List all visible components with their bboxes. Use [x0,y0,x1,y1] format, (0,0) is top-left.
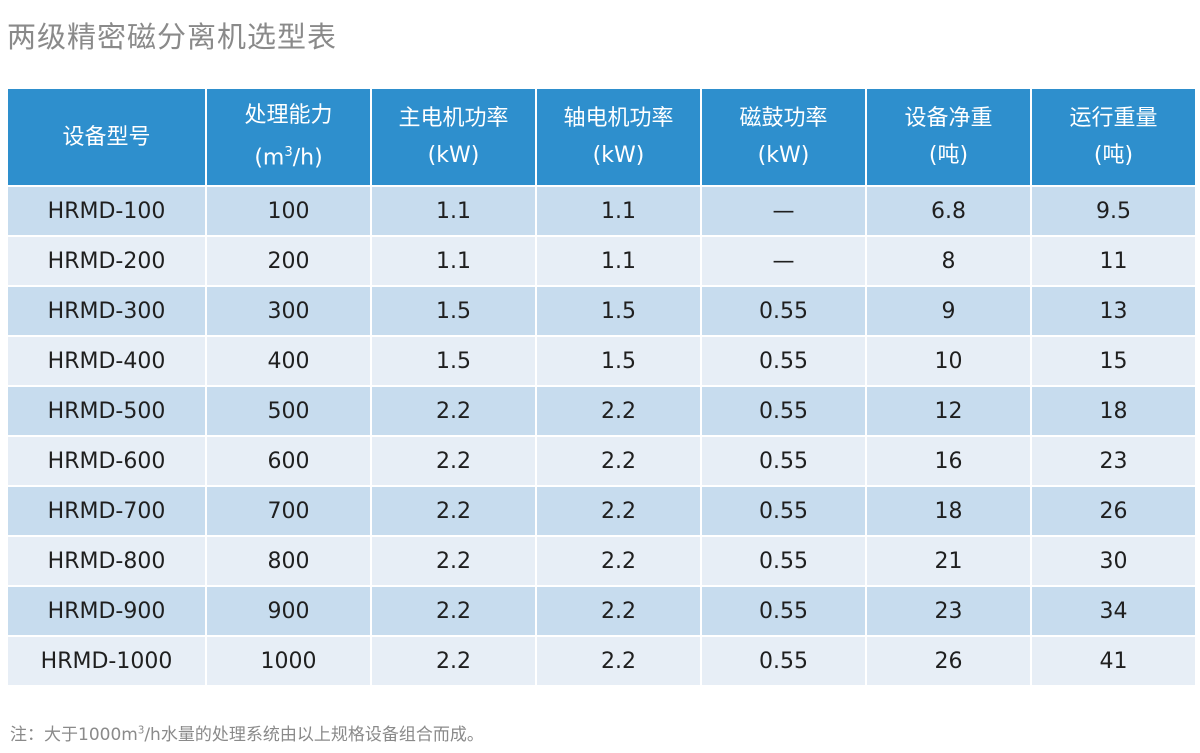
header-capacity: 处理能力 (m3/h) [205,87,372,187]
page-title: 两级精密磁分离机选型表 [7,20,338,54]
cell-net-weight: 21 [865,535,1032,587]
cell-main-motor-power: 1.1 [370,235,537,287]
cell-main-motor-power: 2.2 [370,385,537,437]
cell-model: HRMD-400 [6,335,207,387]
cell-shaft-motor-power: 1.5 [535,285,702,337]
cell-model: HRMD-900 [6,585,207,637]
cell-operating-weight: 30 [1030,535,1197,587]
table-row: HRMD-100 100 1.1 1.1—6.8 9.5 [6,185,1197,237]
cell-shaft-motor-power: 1.1 [535,235,702,287]
cell-drum-power: — [700,235,867,287]
header-main-motor-power: 主电机功率 (kW) [370,87,537,187]
header-operating-weight: 运行重量 (吨) [1030,87,1197,187]
cell-drum-power: 0.55 [700,385,867,437]
cell-operating-weight: 13 [1030,285,1197,337]
header-model-label: 设备型号 [62,124,151,150]
cell-net-weight: 8 [865,235,1032,287]
cell-main-motor-power: 2.2 [370,435,537,487]
table-row: HRMD-300 300 1.5 1.5 0.55 9 13 [6,285,1197,337]
cell-shaft-motor-power: 2.2 [535,585,702,637]
cell-net-weight: 23 [865,585,1032,637]
header-row: 设备型号 处理能力 (m3/h) 主电机功率 (kW) 轴电机功率 (kW) 磁… [6,87,1197,187]
cell-net-weight: 16 [865,435,1032,487]
table-row: HRMD-900 900 2.2 2.2 0.55 23 34 [6,585,1197,637]
cell-model: HRMD-600 [6,435,207,487]
cell-net-weight: 6.8 [865,185,1032,237]
table-row: HRMD-200 200 1.1 1.1—8 11 [6,235,1197,287]
cell-operating-weight: 18 [1030,385,1197,437]
cell-model: HRMD-200 [6,235,207,287]
header-capacity-label: 处理能力 [244,103,333,129]
cell-net-weight: 26 [865,635,1032,687]
cell-model: HRMD-800 [6,535,207,587]
cell-net-weight: 18 [865,485,1032,537]
cell-shaft-motor-power: 1.5 [535,335,702,387]
cell-operating-weight: 34 [1030,585,1197,637]
cell-main-motor-power: 2.2 [370,535,537,587]
cell-shaft-motor-power: 2.2 [535,535,702,587]
cell-net-weight: 12 [865,385,1032,437]
cell-operating-weight: 9.5 [1030,185,1197,237]
cell-shaft-motor-power: 2.2 [535,485,702,537]
table-row: HRMD-500 500 2.2 2.2 0.55 12 18 [6,385,1197,437]
cell-capacity: 600 [205,435,372,487]
cell-operating-weight: 15 [1030,335,1197,387]
header-shaft-motor-power: 轴电机功率 (kW) [535,87,702,187]
cell-drum-power: 0.55 [700,535,867,587]
cell-operating-weight: 26 [1030,485,1197,537]
cell-drum-power: 0.55 [700,635,867,687]
cell-drum-power: 0.55 [700,285,867,337]
cell-operating-weight: 11 [1030,235,1197,287]
cell-shaft-motor-power: 2.2 [535,435,702,487]
cell-capacity: 400 [205,335,372,387]
header-drum-power: 磁鼓功率 (kW) [700,87,867,187]
table-row: HRMD-600 600 2.2 2.2 0.55 16 23 [6,435,1197,487]
cell-capacity: 900 [205,585,372,637]
cell-capacity: 800 [205,535,372,587]
cell-drum-power: 0.55 [700,435,867,487]
cell-shaft-motor-power: 1.1 [535,185,702,237]
footnote: 注：大于1000m3/h水量的处理系统由以上规格设备组合而成。 [10,725,484,745]
cell-capacity: 1000 [205,635,372,687]
table-row: HRMD-700 700 2.2 2.2 0.55 18 26 [6,485,1197,537]
cell-main-motor-power: 2.2 [370,485,537,537]
cell-drum-power: 0.55 [700,485,867,537]
cell-drum-power: 0.55 [700,585,867,637]
cell-capacity: 200 [205,235,372,287]
cell-model: HRMD-100 [6,185,207,237]
cell-main-motor-power: 1.1 [370,185,537,237]
cell-shaft-motor-power: 2.2 [535,385,702,437]
cell-main-motor-power: 1.5 [370,285,537,337]
cell-capacity: 500 [205,385,372,437]
cell-capacity: 300 [205,285,372,337]
cell-capacity: 700 [205,485,372,537]
table-row: HRMD-1000 1000 2.2 2.2 0.55 26 41 [6,635,1197,687]
cell-drum-power: 0.55 [700,335,867,387]
cell-capacity: 100 [205,185,372,237]
cell-shaft-motor-power: 2.2 [535,635,702,687]
table-row: HRMD-800 800 2.2 2.2 0.55 21 30 [6,535,1197,587]
header-net-weight: 设备净重 (吨) [865,87,1032,187]
cell-main-motor-power: 2.2 [370,585,537,637]
cell-net-weight: 9 [865,285,1032,337]
cell-drum-power: — [700,185,867,237]
cell-main-motor-power: 2.2 [370,635,537,687]
cell-operating-weight: 41 [1030,635,1197,687]
cell-main-motor-power: 1.5 [370,335,537,387]
selection-table: 设备型号 处理能力 (m3/h) 主电机功率 (kW) 轴电机功率 (kW) 磁… [6,87,1197,687]
table-row: HRMD-400 400 1.5 1.5 0.55 10 15 [6,335,1197,387]
cell-model: HRMD-1000 [6,635,207,687]
cell-model: HRMD-300 [6,285,207,337]
cell-net-weight: 10 [865,335,1032,387]
cell-model: HRMD-700 [6,485,207,537]
cell-model: HRMD-500 [6,385,207,437]
header-capacity-unit: (m3/h) [254,145,323,171]
cell-operating-weight: 23 [1030,435,1197,487]
header-model: 设备型号 [6,87,207,187]
